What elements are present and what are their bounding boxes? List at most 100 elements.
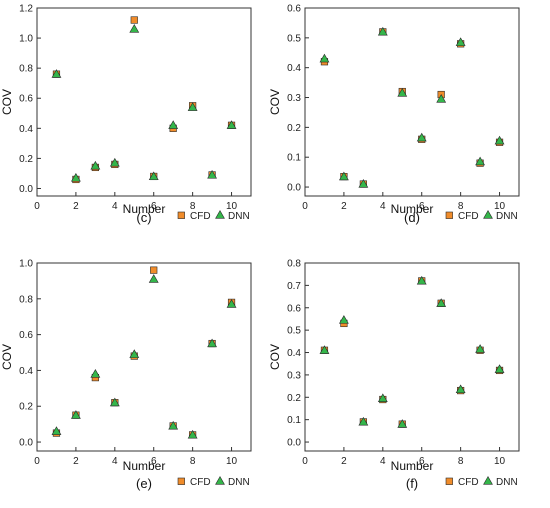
y-axis-label: COV <box>268 89 282 115</box>
y-tick-label: 0.8 <box>19 64 33 75</box>
y-axis-label: COV <box>268 344 282 370</box>
y-tick-label: 0.4 <box>19 124 33 135</box>
x-tick-label: 4 <box>380 201 386 212</box>
y-tick-label: 1.0 <box>19 34 33 45</box>
legend-dnn-marker <box>215 475 225 485</box>
dnn-point <box>416 275 427 285</box>
x-tick-label: 6 <box>151 201 157 212</box>
y-tick-label: 0.6 <box>19 330 33 341</box>
legend-cfd-marker <box>445 211 453 219</box>
x-tick-label: 4 <box>380 456 386 467</box>
legend-dnn-label: DNN <box>496 477 518 488</box>
panel-label: (e) <box>136 476 152 491</box>
x-tick-label: 8 <box>458 201 464 212</box>
x-tick-label: 0 <box>302 201 308 212</box>
dnn-point <box>436 298 447 307</box>
dnn-point <box>475 156 486 166</box>
legend-cfd-label: CFD <box>190 477 211 488</box>
y-tick-label: 0.4 <box>19 366 33 377</box>
x-tick-label: 0 <box>34 456 40 467</box>
legend-cfd-marker <box>177 477 185 485</box>
dnn-point <box>148 274 159 283</box>
dnn-point <box>436 94 447 103</box>
dnn-point <box>475 344 486 353</box>
legend: CFD DNN <box>445 209 518 222</box>
dnn-point <box>397 419 408 428</box>
dnn-point <box>319 345 330 354</box>
legend-dnn-label: DNN <box>496 211 518 222</box>
y-tick-label: 0.1 <box>287 153 301 164</box>
dnn-point <box>207 169 218 179</box>
x-tick-label: 10 <box>494 201 506 212</box>
y-axis-label: COV <box>0 344 14 370</box>
dnn-point <box>109 397 120 407</box>
panel-label: (c) <box>136 210 151 225</box>
y-tick-label: 0.5 <box>287 33 301 44</box>
x-tick-label: 8 <box>458 456 464 467</box>
dnn-point <box>416 132 427 142</box>
y-tick-label: 0.6 <box>287 303 301 314</box>
x-tick-label: 10 <box>226 456 238 467</box>
chart-panel: 0 2 4 6 8 10 0.0 0.1 0.2 0.3 0.4 0.5 0.6 Number COV (d)… <box>268 4 520 225</box>
x-tick-label: 10 <box>494 456 506 467</box>
x-axis-label: Number <box>391 202 434 216</box>
dnn-point <box>70 172 81 182</box>
y-tick-label: 0.0 <box>287 183 301 194</box>
y-tick-label: 0.5 <box>287 326 301 337</box>
x-tick-label: 4 <box>112 456 118 467</box>
plot-frame <box>36 7 252 197</box>
dnn-point <box>358 416 369 426</box>
legend-dnn-marker <box>483 475 493 485</box>
dnn-point <box>187 102 198 111</box>
dnn-point <box>319 53 330 63</box>
dnn-point <box>397 88 408 97</box>
y-axis-label: COV <box>0 89 14 115</box>
dnn-point <box>109 157 120 167</box>
dnn-point <box>338 315 349 324</box>
x-tick-label: 4 <box>112 201 118 212</box>
dnn-point <box>455 37 466 46</box>
panel-label: (f) <box>406 476 418 491</box>
x-tick-label: 0 <box>34 201 40 212</box>
y-tick-label: 0.0 <box>19 184 33 195</box>
x-tick-label: 8 <box>190 201 196 212</box>
dnn-point <box>129 349 140 358</box>
dnn-point <box>226 120 237 129</box>
legend-dnn-marker <box>483 209 493 219</box>
legend-cfd-marker <box>177 211 185 219</box>
y-tick-label: 1.2 <box>19 4 33 15</box>
x-tick-label: 6 <box>151 456 157 467</box>
y-tick-label: 0.3 <box>287 93 301 104</box>
y-tick-label: 0.2 <box>287 123 301 134</box>
y-tick-label: 0.6 <box>287 4 301 15</box>
x-tick-label: 2 <box>73 201 79 212</box>
dnn-point <box>494 364 505 373</box>
dnn-point <box>148 171 159 181</box>
dnn-point <box>90 369 101 378</box>
x-axis-label: Number <box>391 459 434 473</box>
x-tick-label: 8 <box>190 456 196 467</box>
y-tick-label: 0.0 <box>19 438 33 449</box>
x-axis-label: Number <box>123 202 166 216</box>
y-tick-label: 0.0 <box>287 438 301 449</box>
y-tick-label: 0.2 <box>287 393 301 404</box>
y-tick-label: 0.1 <box>287 415 301 426</box>
plot-frame <box>36 262 252 452</box>
dnn-point <box>187 429 198 439</box>
y-tick-label: 0.4 <box>287 63 301 74</box>
y-tick-label: 0.7 <box>287 281 301 292</box>
dnn-point <box>168 420 179 430</box>
y-tick-label: 0.2 <box>19 402 33 413</box>
dnn-point <box>129 24 140 33</box>
dnn-point <box>51 69 62 78</box>
dnn-point <box>70 410 81 419</box>
chart-panel: 0 2 4 6 8 10 0.0 0.1 0.2 0.3 0.4 0.5 0.6 0.7 0.8 Number… <box>268 259 520 491</box>
dnn-point <box>494 135 505 145</box>
y-tick-label: 0.3 <box>287 370 301 381</box>
panel-label: (d) <box>404 210 420 225</box>
y-tick-label: 0.8 <box>287 259 301 270</box>
x-tick-label: 6 <box>419 201 425 212</box>
legend-dnn-marker <box>215 209 225 219</box>
legend-cfd-label: CFD <box>458 477 479 488</box>
